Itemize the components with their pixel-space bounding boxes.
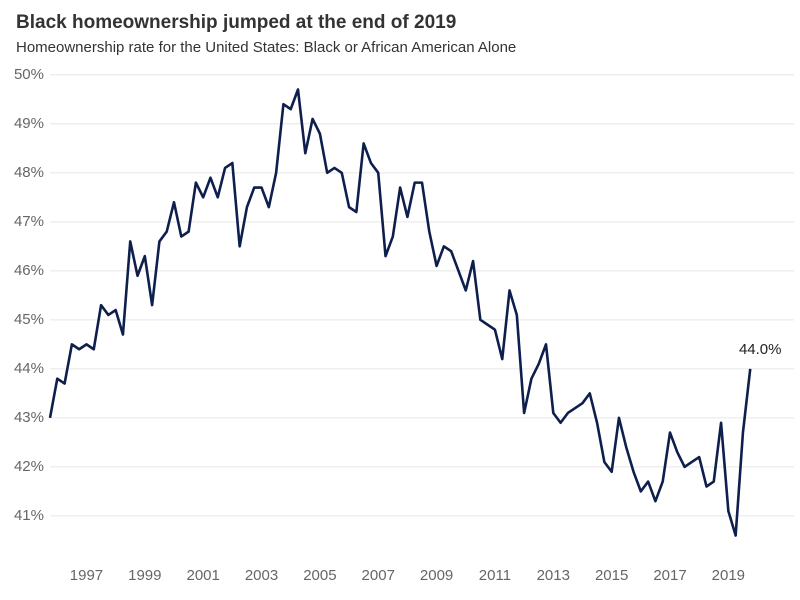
y-tick-label: 49% [14,115,44,132]
y-tick-label: 43% [14,409,44,426]
x-tick-label: 2017 [653,567,686,584]
value-label: 44.0% [739,341,782,358]
x-tick-label: 2001 [186,567,219,584]
y-tick-label: 47% [14,213,44,230]
x-tick-label: 2015 [595,567,628,584]
x-tick-label: 2013 [537,567,570,584]
x-tick-label: 2019 [712,567,745,584]
x-tick-label: 2007 [362,567,395,584]
chart-title: Black homeownership jumped at the end of… [16,12,456,33]
y-tick-label: 50% [14,66,44,83]
line [48,88,752,537]
x-tick-label: 2009 [420,567,453,584]
chart-subtitle: Homeownership rate for the United States… [16,39,516,56]
x-tick-label: 2003 [245,567,278,584]
y-tick-label: 44% [14,360,44,377]
x-tick-label: 2005 [303,567,336,584]
y-tick-label: 45% [14,311,44,328]
x-tick-label: 1997 [70,567,103,584]
y-tick-label: 42% [14,458,44,475]
y-tick-label: 48% [14,164,44,181]
x-tick-label: 1999 [128,567,161,584]
x-tick-label: 2011 [479,567,511,584]
y-tick-label: 46% [14,262,44,279]
y-tick-label: 41% [14,507,44,524]
